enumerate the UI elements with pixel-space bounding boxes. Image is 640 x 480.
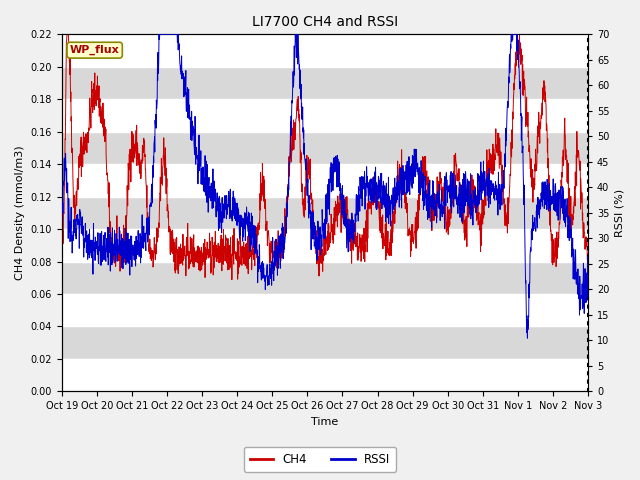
Y-axis label: RSSI (%): RSSI (%)	[615, 189, 625, 237]
Title: LI7700 CH4 and RSSI: LI7700 CH4 and RSSI	[252, 15, 398, 29]
X-axis label: Time: Time	[311, 417, 339, 427]
Bar	[62, 294, 588, 326]
Bar	[62, 229, 588, 262]
Bar	[62, 99, 588, 132]
Bar	[62, 35, 588, 67]
Y-axis label: CH4 Density (mmol/m3): CH4 Density (mmol/m3)	[15, 145, 25, 280]
Text: WP_flux: WP_flux	[70, 45, 120, 55]
Bar	[62, 164, 588, 197]
Bar	[62, 359, 588, 391]
Legend: CH4, RSSI: CH4, RSSI	[244, 447, 396, 472]
